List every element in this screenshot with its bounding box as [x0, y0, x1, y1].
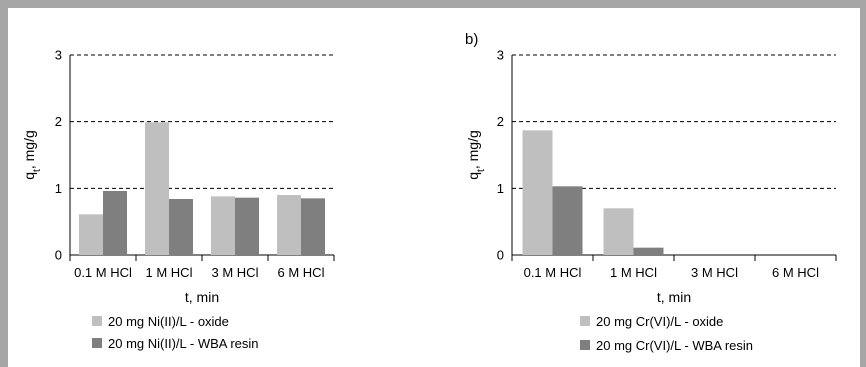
bar — [301, 198, 325, 255]
y-tick-label: 1 — [497, 181, 504, 196]
x-tick-label: 6 M HCl — [772, 265, 819, 280]
x-tick-label: 0.1 M HCl — [74, 265, 132, 280]
legend-label: 20 mg Cr(VI)/L - oxide — [596, 314, 723, 329]
legend-swatch — [580, 340, 590, 350]
y-tick-label: 2 — [497, 114, 504, 129]
bar — [633, 247, 664, 255]
panel-label: b) — [465, 31, 478, 48]
y-axis-label: qt, mg/g — [465, 130, 487, 179]
bar — [235, 197, 259, 255]
y-axis-label-subscript: t — [32, 169, 43, 172]
y-axis-label-main: q — [21, 172, 37, 180]
x-tick-label: 3 M HCl — [212, 265, 259, 280]
x-tick-label: 3 M HCl — [691, 265, 738, 280]
bar — [145, 122, 169, 255]
y-axis-label-rest: , mg/g — [465, 130, 481, 169]
bar — [79, 214, 103, 255]
y-axis-label: qt, mg/g — [21, 130, 43, 179]
y-tick-label: 0 — [497, 248, 504, 263]
frame-right-border — [860, 0, 866, 367]
x-axis-label: t, min — [185, 289, 219, 305]
y-tick-label: 1 — [55, 181, 62, 196]
bar — [169, 199, 193, 255]
bar — [211, 196, 235, 255]
bar — [603, 208, 634, 255]
bar — [522, 130, 553, 255]
legend-swatch — [92, 338, 102, 348]
legend-label: 20 mg Cr(VI)/L - WBA resin — [596, 338, 753, 353]
x-tick-label: 0.1 M HCl — [524, 265, 582, 280]
legend-swatch — [580, 316, 590, 326]
bar — [277, 195, 301, 255]
frame-top-border — [0, 0, 866, 8]
y-tick-label: 2 — [55, 114, 62, 129]
y-tick-label: 3 — [497, 48, 504, 63]
legend-label: 20 mg Ni(II)/L - oxide — [108, 314, 229, 329]
bar — [552, 186, 583, 255]
y-tick-label: 3 — [55, 48, 62, 63]
x-tick-label: 6 M HCl — [278, 265, 325, 280]
y-axis-label-main: q — [465, 172, 481, 180]
x-tick-label: 1 M HCl — [610, 265, 657, 280]
x-tick-label: 1 M HCl — [146, 265, 193, 280]
legend-label: 20 mg Ni(II)/L - WBA resin — [108, 336, 259, 351]
y-axis-label-subscript: t — [476, 169, 487, 172]
y-axis-label-rest: , mg/g — [21, 130, 37, 169]
x-axis-label: t, min — [657, 289, 691, 305]
bar — [103, 191, 127, 255]
legend-swatch — [92, 316, 102, 326]
y-tick-label: 0 — [55, 248, 62, 263]
frame-left-border — [0, 0, 8, 367]
